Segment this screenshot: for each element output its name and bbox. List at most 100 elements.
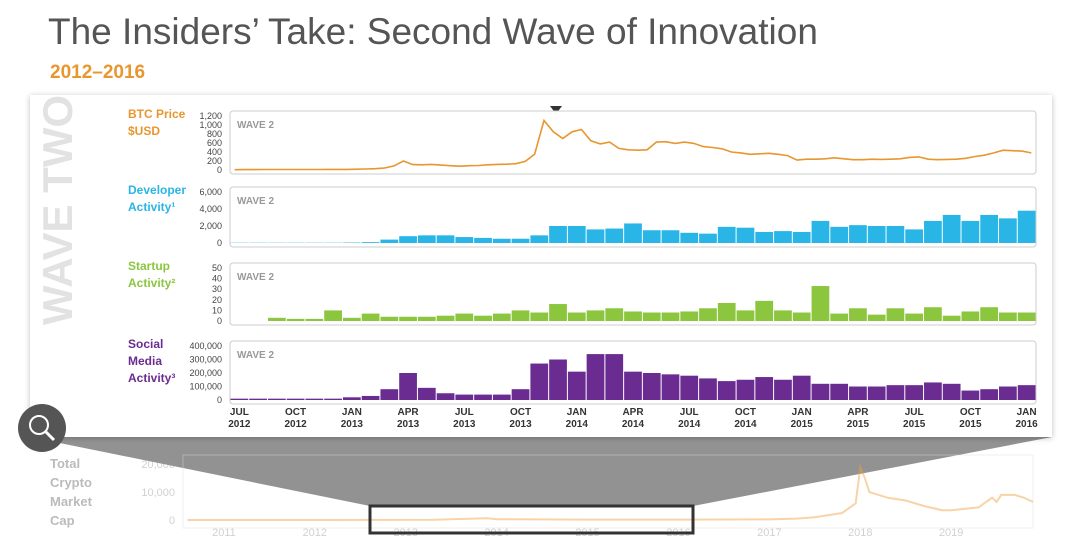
bar: [642, 230, 661, 243]
bar: [886, 385, 905, 400]
bar: [511, 310, 530, 321]
x-tick-label: JAN 2014: [565, 407, 588, 430]
bar: [867, 226, 886, 243]
bar: [736, 310, 755, 321]
bar: [530, 363, 549, 400]
y-tick-label: 600: [207, 138, 222, 148]
bar: [680, 311, 699, 321]
bar: [305, 318, 324, 321]
plot-frame: [229, 262, 1037, 326]
x-tick-label: JAN 2016: [1015, 407, 1038, 430]
x-tick-label: OCT 2014: [734, 407, 757, 430]
bar: [399, 236, 417, 243]
bar: [586, 354, 605, 400]
bar: [286, 398, 305, 400]
y-tick-label: 0: [217, 316, 222, 326]
bar: [361, 242, 380, 243]
bar: [999, 312, 1017, 321]
bar: [1017, 312, 1036, 321]
bar: [586, 310, 605, 321]
magnifier-lens: [29, 415, 49, 435]
x-tick-label: JUL 2012: [228, 407, 251, 430]
bar: [699, 308, 717, 321]
bar: [436, 315, 455, 321]
bar: [549, 304, 567, 321]
bar: [417, 316, 436, 321]
page-subtitle: 2012–2016: [50, 62, 145, 83]
bar: [642, 373, 661, 400]
y-tick-label: 20: [212, 295, 222, 305]
bar: [1017, 210, 1036, 243]
magnifier-handle: [44, 430, 56, 442]
x-tick-label: APR 2013: [396, 407, 420, 430]
bar: [324, 398, 342, 400]
y-tick-label: 4,000: [199, 204, 222, 214]
y-tick-label: 20,000: [141, 459, 175, 471]
y-tick-label: 300,000: [189, 355, 222, 365]
bar: [380, 316, 399, 321]
peak-marker: [550, 106, 562, 114]
x-tick-label: 2017: [757, 527, 781, 539]
bar: [286, 318, 305, 321]
y-tick-label: 0: [217, 238, 222, 248]
bar: [849, 225, 867, 243]
side-label: WAVE TWO: [34, 95, 81, 325]
bar: [492, 394, 511, 400]
x-tick-label: JAN 2015: [790, 407, 813, 430]
y-tick-label: 2,000: [199, 221, 222, 231]
bar: [399, 373, 417, 400]
y-tick-label: 200,000: [189, 368, 222, 378]
y-tick-label: 50: [212, 263, 222, 273]
y-tick-label: 200: [207, 156, 222, 166]
bar: [736, 379, 755, 400]
y-tick-label: 10,000: [141, 487, 175, 499]
bar: [736, 227, 755, 243]
bar: [249, 398, 267, 400]
bar: [642, 312, 661, 321]
bar: [586, 229, 605, 243]
bar: [605, 308, 624, 321]
bar: [267, 317, 286, 321]
overview-frame: [182, 454, 1034, 529]
bar: [605, 228, 624, 243]
bar: [942, 214, 961, 243]
bar: [324, 310, 342, 321]
y-tick-label: 400,000: [189, 341, 222, 351]
bar: [305, 398, 324, 400]
bar: [436, 235, 455, 243]
bar: [999, 386, 1017, 400]
bar: [924, 382, 942, 400]
panel-tag: WAVE 2: [237, 272, 274, 283]
bar: [661, 312, 680, 321]
bar: [380, 389, 399, 400]
y-tick-label: 0: [169, 515, 175, 527]
bar: [530, 235, 549, 243]
bar: [624, 223, 642, 243]
bar: [980, 307, 999, 321]
bar: [774, 231, 792, 243]
plot-frame: [229, 110, 1037, 175]
bar: [361, 313, 380, 321]
bar: [342, 317, 361, 321]
y-tick-label: 100,000: [189, 382, 222, 392]
series-label: Startup Activity²: [128, 259, 176, 290]
panel-tag: WAVE 2: [237, 196, 274, 207]
bar: [792, 312, 811, 321]
bar: [980, 214, 999, 243]
bar: [905, 385, 924, 400]
bar: [455, 313, 474, 321]
bar: [811, 286, 830, 321]
y-tick-label: 40: [212, 274, 222, 284]
bar: [474, 237, 492, 243]
x-tick-label: JAN 2013: [340, 407, 363, 430]
zoom-funnel: [30, 437, 1052, 506]
bar: [792, 375, 811, 400]
bar: [436, 393, 455, 400]
x-tick-label: JUL 2013: [453, 407, 476, 430]
magnifier: [18, 404, 66, 452]
y-tick-label: 6,000: [199, 187, 222, 197]
bar: [342, 397, 361, 400]
bar: [380, 239, 399, 243]
